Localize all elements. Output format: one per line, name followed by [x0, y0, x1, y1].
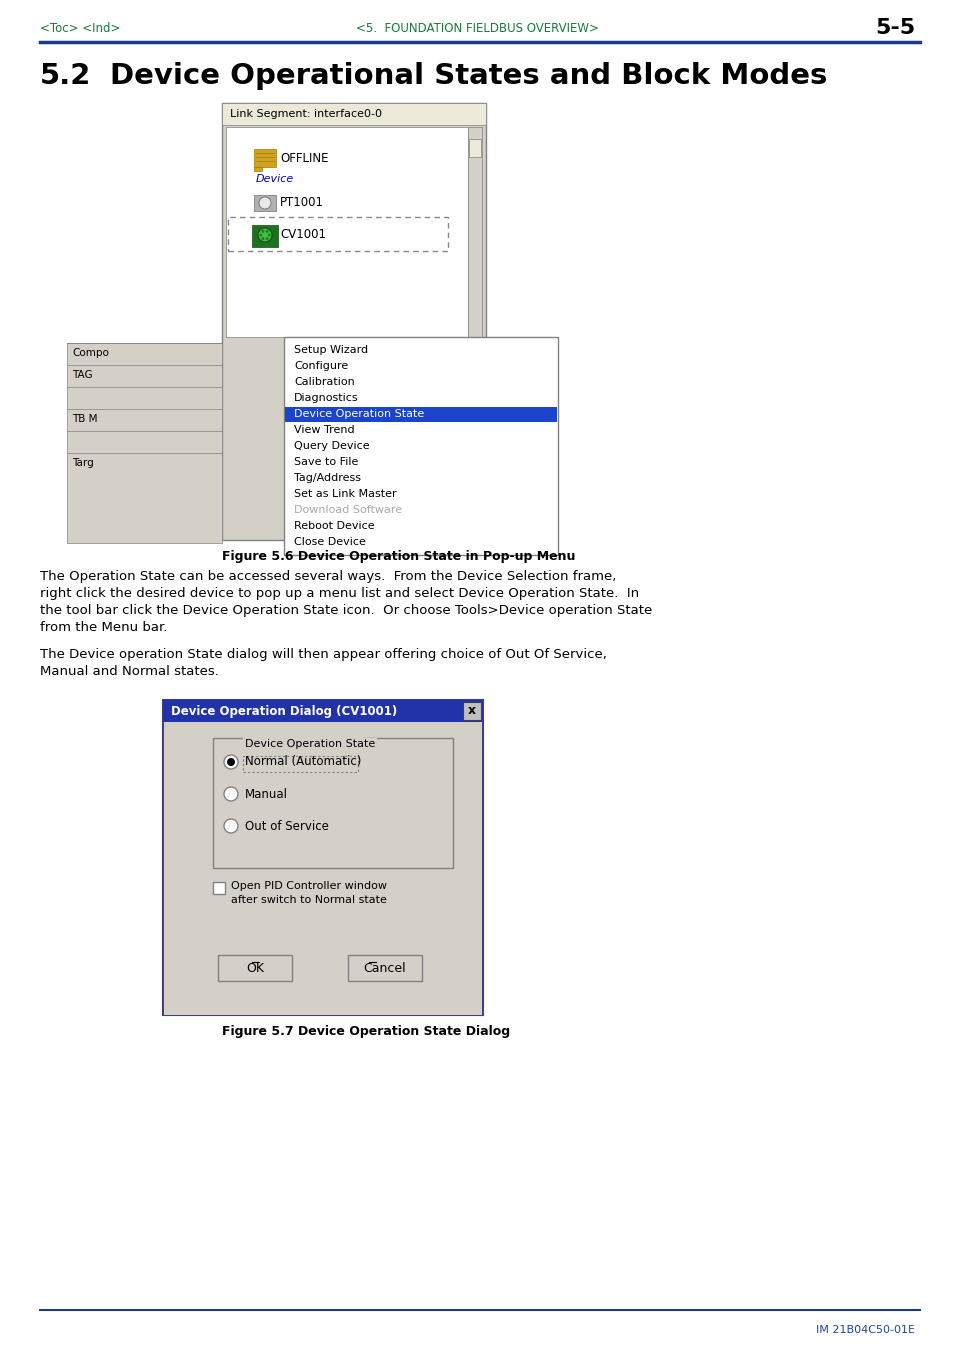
- Text: Close Device: Close Device: [294, 536, 366, 547]
- Bar: [213, 882, 225, 894]
- Text: Device Operation Dialog (CV1001): Device Operation Dialog (CV1001): [171, 704, 396, 717]
- Text: The Operation State can be accessed several ways.  From the Device Selection fra: The Operation State can be accessed seve…: [40, 570, 616, 584]
- Text: OK: OK: [246, 962, 264, 974]
- Text: Save to File: Save to File: [294, 457, 358, 467]
- Circle shape: [257, 228, 272, 242]
- Bar: [253, 195, 275, 211]
- Text: Device Operation State: Device Operation State: [245, 739, 375, 748]
- Bar: [469, 139, 480, 157]
- Circle shape: [265, 230, 269, 232]
- Bar: [285, 407, 557, 422]
- Circle shape: [227, 758, 234, 766]
- Text: Query Device: Query Device: [294, 440, 369, 451]
- Text: Manual: Manual: [245, 788, 288, 801]
- Circle shape: [224, 788, 237, 801]
- Text: Diagnostics: Diagnostics: [294, 393, 358, 403]
- Text: Figure 5.6 Device Operation State in Pop-up Menu: Figure 5.6 Device Operation State in Pop…: [222, 550, 575, 563]
- Text: Manual and Normal states.: Manual and Normal states.: [40, 665, 218, 678]
- Text: Device Operation State: Device Operation State: [294, 409, 424, 419]
- Text: Cancel: Cancel: [363, 962, 406, 974]
- Text: Download Software: Download Software: [294, 505, 402, 515]
- Bar: [163, 700, 482, 1015]
- Text: IM 21B04C50-01E: IM 21B04C50-01E: [815, 1325, 914, 1335]
- Bar: [253, 149, 275, 168]
- Text: OFFLINE: OFFLINE: [280, 151, 328, 165]
- Circle shape: [265, 238, 269, 240]
- Text: Configure: Configure: [294, 361, 348, 372]
- Bar: [163, 700, 482, 721]
- Text: Out of Service: Out of Service: [245, 820, 329, 832]
- Text: <Toc> <Ind>: <Toc> <Ind>: [40, 22, 120, 35]
- Bar: [462, 703, 480, 720]
- Text: View Trend: View Trend: [294, 426, 355, 435]
- Text: Tag/Address: Tag/Address: [294, 473, 360, 484]
- Bar: [253, 168, 262, 172]
- Text: The Device operation State dialog will then appear offering choice of Out Of Ser: The Device operation State dialog will t…: [40, 648, 606, 661]
- Text: Device Operational States and Block Modes: Device Operational States and Block Mode…: [110, 62, 826, 91]
- Text: CV1001: CV1001: [280, 228, 326, 242]
- Bar: [226, 127, 468, 336]
- Text: Link Segment: interface0-0: Link Segment: interface0-0: [230, 109, 381, 119]
- Bar: [213, 738, 453, 867]
- Circle shape: [258, 197, 271, 209]
- Text: Compo: Compo: [71, 349, 109, 358]
- Text: Targ: Targ: [71, 458, 93, 467]
- Text: Open PID Controller window: Open PID Controller window: [231, 881, 387, 892]
- Text: Set as Link Master: Set as Link Master: [294, 489, 396, 499]
- Circle shape: [259, 234, 262, 236]
- Bar: [218, 955, 292, 981]
- Text: 5-5: 5-5: [874, 18, 914, 38]
- Bar: [468, 127, 481, 336]
- Circle shape: [268, 234, 271, 236]
- Circle shape: [261, 238, 264, 240]
- Circle shape: [224, 819, 237, 834]
- Bar: [243, 732, 363, 742]
- Bar: [164, 721, 481, 1015]
- Bar: [252, 226, 277, 247]
- Bar: [222, 103, 485, 126]
- Text: Figure 5.7 Device Operation State Dialog: Figure 5.7 Device Operation State Dialog: [222, 1025, 510, 1038]
- Circle shape: [224, 755, 237, 769]
- Text: PT1001: PT1001: [280, 196, 324, 209]
- Text: Setup Wizard: Setup Wizard: [294, 345, 368, 355]
- Text: Normal (Automatic): Normal (Automatic): [245, 755, 361, 769]
- Bar: [67, 343, 222, 543]
- Bar: [284, 336, 558, 555]
- Circle shape: [261, 230, 264, 232]
- Text: from the Menu bar.: from the Menu bar.: [40, 621, 167, 634]
- Text: Reboot Device: Reboot Device: [294, 521, 375, 531]
- Text: right click the desired device to pop up a menu list and select Device Operation: right click the desired device to pop up…: [40, 586, 639, 600]
- Text: TB M: TB M: [71, 413, 97, 424]
- Text: after switch to Normal state: after switch to Normal state: [231, 894, 387, 905]
- Text: <5.  FOUNDATION FIELDBUS OVERVIEW>: <5. FOUNDATION FIELDBUS OVERVIEW>: [355, 22, 598, 35]
- Text: 5.2: 5.2: [40, 62, 91, 91]
- Text: the tool bar click the Device Operation State icon.  Or choose Tools>Device oper: the tool bar click the Device Operation …: [40, 604, 652, 617]
- Text: Device: Device: [255, 174, 294, 184]
- Text: Calibration: Calibration: [294, 377, 355, 386]
- Text: TAG: TAG: [71, 370, 92, 380]
- Text: x: x: [468, 704, 476, 717]
- Bar: [222, 103, 485, 540]
- Bar: [348, 955, 421, 981]
